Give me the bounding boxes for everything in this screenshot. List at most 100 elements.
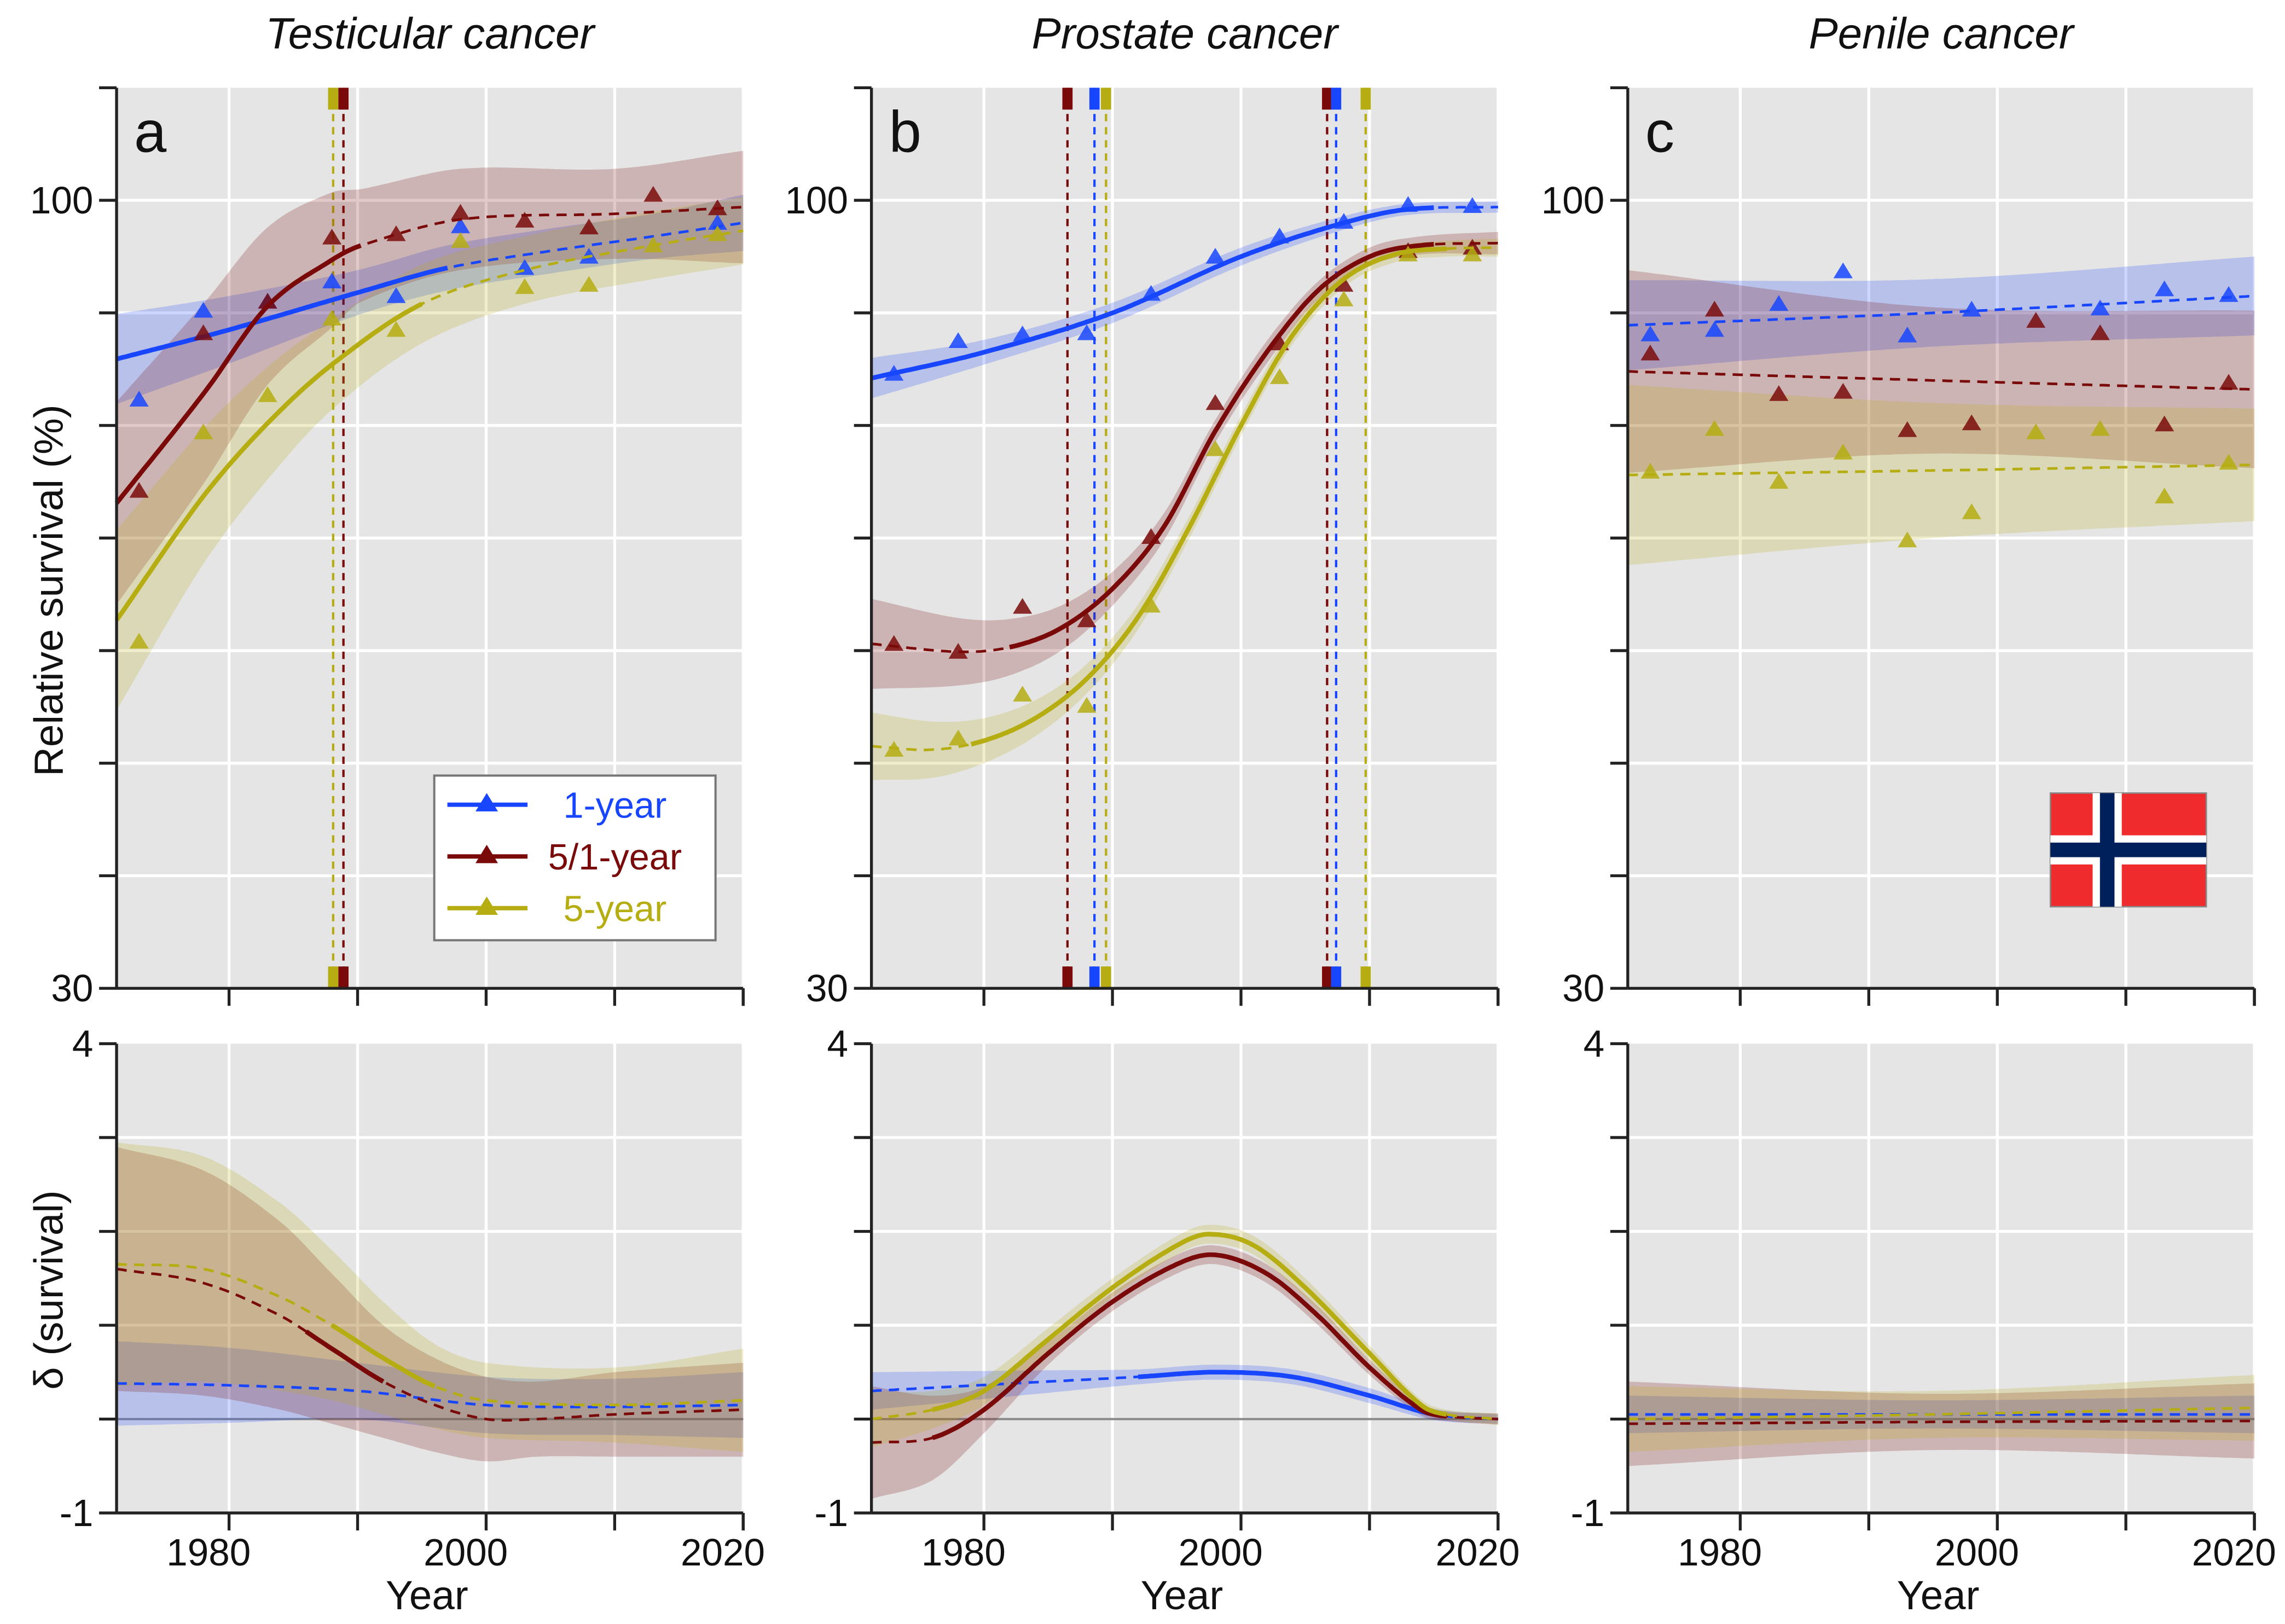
survival-ci-band — [1627, 257, 2255, 370]
data-point — [386, 287, 406, 303]
panel-letter: c — [1645, 100, 1674, 165]
x-tick-label: 1980 — [166, 1531, 251, 1574]
data-point — [1334, 213, 1354, 229]
change-point-marker — [1062, 966, 1073, 989]
data-point — [1704, 321, 1725, 337]
y-tick-label: 4 — [1584, 1022, 1605, 1065]
data-point — [1769, 385, 1789, 401]
survival-fit-solid — [115, 265, 448, 362]
survival-ci-band — [871, 239, 1498, 780]
delta-ci-band — [1627, 1374, 2255, 1452]
legend-triangle-icon — [475, 844, 498, 863]
delta-ci-band — [871, 1225, 1498, 1447]
data-point — [1704, 300, 1725, 317]
change-point-marker — [1331, 88, 1342, 110]
data-point — [1013, 686, 1033, 702]
y-tick-label: 100 — [30, 179, 94, 222]
change-point-marker — [1322, 88, 1332, 110]
data-point — [2155, 488, 2174, 503]
data-point — [2219, 374, 2238, 390]
y-axis-label: Relative survival (%) — [26, 404, 72, 776]
change-point-marker — [1062, 88, 1073, 110]
data-point — [1640, 344, 1660, 361]
change-point-marker — [1360, 966, 1371, 989]
data-point — [1205, 394, 1225, 410]
data-point — [1398, 196, 1418, 212]
data-point — [194, 423, 213, 439]
legend-triangle-icon — [475, 793, 498, 811]
plot-area-delta — [1627, 1043, 2255, 1513]
data-point — [322, 229, 342, 245]
y-tick-label: 30 — [51, 967, 93, 1010]
data-point — [1640, 462, 1660, 479]
data-point — [884, 741, 904, 757]
data-point — [1898, 326, 1917, 343]
y-tick-label: 30 — [806, 967, 848, 1010]
data-point — [2026, 312, 2046, 328]
delta-ci-band — [1627, 1395, 2255, 1434]
data-point — [450, 232, 471, 248]
change-point-marker — [1331, 966, 1342, 989]
change-point-marker — [1101, 966, 1111, 989]
data-point — [129, 482, 149, 498]
legend: 1-year 5/1-year 5-year — [433, 774, 717, 942]
change-point-marker — [328, 966, 339, 989]
data-point — [1141, 596, 1161, 613]
data-point — [1640, 325, 1660, 341]
change-point-marker — [1089, 966, 1100, 989]
flag-cross-blue — [2050, 842, 2207, 857]
survival-fit-solid — [970, 246, 1447, 747]
data-point — [1013, 325, 1033, 341]
data-point — [1141, 285, 1161, 301]
survival-ci-band — [871, 231, 1498, 689]
data-point — [2155, 415, 2174, 432]
delta-fit-solid — [305, 1329, 385, 1384]
data-point — [1269, 227, 1290, 243]
data-point — [1833, 382, 1853, 399]
data-point — [194, 301, 213, 318]
x-tick-label: 2000 — [1179, 1531, 1263, 1574]
survival-fit-solid — [114, 243, 362, 505]
data-point — [1898, 531, 1917, 548]
data-point — [643, 236, 663, 253]
data-point — [2219, 286, 2238, 302]
x-axis-label: Year — [386, 1572, 468, 1618]
change-point-marker — [1322, 966, 1332, 989]
delta-fit-dashed — [116, 1267, 744, 1422]
change-point-marker — [1360, 88, 1371, 110]
data-point — [1077, 324, 1097, 340]
data-point — [1013, 598, 1033, 614]
delta-ci-band — [117, 1142, 744, 1452]
legend-label: 1-year — [564, 786, 667, 826]
data-point — [129, 391, 149, 407]
panel-letter: a — [134, 100, 167, 165]
delta-fit-solid — [1138, 1370, 1435, 1417]
data-point — [450, 204, 471, 220]
data-point — [2090, 324, 2110, 340]
x-tick-label: 2020 — [681, 1531, 765, 1574]
data-point — [1962, 300, 1981, 317]
change-point-marker — [338, 966, 349, 989]
plot-area-delta — [117, 1043, 744, 1513]
norway-flag-icon — [2049, 792, 2207, 908]
data-point — [1769, 295, 1789, 311]
delta-ci-band — [117, 1341, 744, 1438]
y-tick-label: -1 — [814, 1492, 848, 1534]
data-point — [707, 214, 727, 230]
data-point — [1833, 262, 1853, 279]
delta-fit-solid — [330, 1323, 436, 1389]
panel-title: Penile cancer — [1808, 9, 2075, 57]
survival-ci-band — [117, 150, 744, 605]
data-point — [1463, 197, 1482, 213]
data-point — [258, 386, 277, 402]
change-point-marker — [338, 88, 349, 110]
x-tick-label: 2020 — [1436, 1531, 1520, 1574]
panel-title: Testicular cancer — [265, 9, 596, 57]
legend-label: 5/1-year — [548, 837, 682, 878]
data-point — [884, 364, 904, 381]
survival-ci-band — [871, 201, 1498, 399]
delta-ci-band — [117, 1147, 744, 1461]
change-point-marker — [1089, 88, 1100, 110]
y-tick-label: 30 — [1562, 967, 1604, 1010]
y-tick-label: 4 — [827, 1022, 849, 1065]
